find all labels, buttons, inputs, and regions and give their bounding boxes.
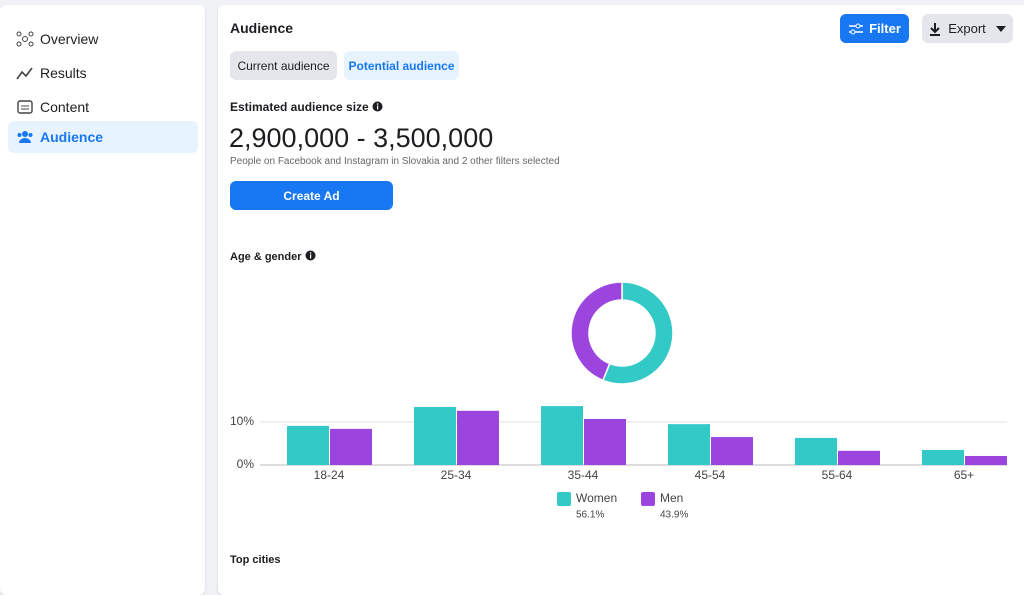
x-tick-label: 35-44 (568, 468, 599, 482)
age-gender-row: Age & gender (230, 250, 316, 263)
icon (17, 100, 33, 114)
pie-slice (601, 281, 674, 385)
x-tick-label: 18-24 (314, 468, 345, 482)
legend-swatch (641, 492, 655, 506)
bar (287, 425, 329, 465)
estimate-description: People on Facebook and Instagram in Slov… (230, 156, 560, 167)
chart: 56.1% 43.9% 0% 10% 18-24 25-34 35-44 45-54 55-64… (230, 281, 1007, 521)
button-label: Export (948, 21, 986, 36)
legend-percent: 56.1% (576, 510, 604, 521)
export-button[interactable]: Export (922, 14, 1013, 43)
bar (414, 406, 456, 465)
x-tick-label: 45-54 (695, 468, 726, 482)
section-title: Top cities (230, 554, 281, 566)
section-title: Age & gender (230, 251, 302, 263)
icon (17, 131, 33, 143)
x-tick-label: 65+ (954, 468, 974, 482)
filter-button[interactable]: Filter (840, 14, 909, 43)
estimate-range: 2,900,000 - 3,500,000 (229, 123, 494, 153)
estimate-label-row: Estimated audience size (230, 100, 383, 114)
page: {"sidebar":{"items":["Overview","Results… (0, 5, 1024, 595)
legend-label: Men (660, 491, 683, 505)
pie-slice (570, 281, 623, 382)
nav-audience[interactable]: Audience (8, 121, 198, 153)
icon (995, 25, 1006, 32)
x-tick-label: 25-34 (441, 468, 472, 482)
nav-label: Overview (40, 31, 99, 47)
x-tick-label: 55-64 (822, 468, 853, 482)
bar (965, 455, 1007, 465)
sidebar: Overview Results Content Audience (0, 5, 205, 595)
nav-results[interactable]: Results (8, 57, 198, 89)
bar (795, 437, 837, 465)
icon (849, 23, 864, 34)
nav-label: Results (40, 65, 87, 81)
bar (711, 437, 753, 465)
tab-active[interactable]: Potential audience (344, 51, 459, 80)
bar (922, 449, 964, 465)
create-ad-button[interactable]: Create Ad (230, 181, 393, 210)
legend-swatch (557, 492, 571, 506)
bar (330, 428, 372, 465)
y-tick-label: 10% (230, 414, 254, 428)
tab-label: Potential audience (348, 58, 455, 73)
legend-label: Women (576, 491, 617, 505)
info-icon (305, 250, 316, 261)
bar (541, 406, 583, 465)
bar (668, 424, 710, 465)
bar (584, 418, 626, 465)
icon (16, 31, 34, 47)
button-label: Create Ad (283, 188, 340, 203)
y-tick-label: 0% (237, 457, 255, 471)
legend-percent: 43.9% (660, 510, 688, 521)
button-label: Filter (869, 21, 901, 36)
nav-content[interactable]: Content (8, 91, 198, 123)
bar (838, 450, 880, 465)
info-icon (372, 101, 383, 112)
tab-label: Current audience (237, 58, 330, 73)
estimate-label: Estimated audience size (230, 100, 369, 114)
page-title: Audience (230, 20, 294, 36)
nav-label: Audience (40, 129, 104, 145)
nav-overview[interactable]: Overview (8, 23, 198, 55)
bar (457, 410, 499, 465)
icon (930, 22, 941, 36)
tab[interactable]: Current audience (230, 51, 337, 80)
icon (16, 67, 33, 80)
nav-label: Content (40, 99, 90, 115)
